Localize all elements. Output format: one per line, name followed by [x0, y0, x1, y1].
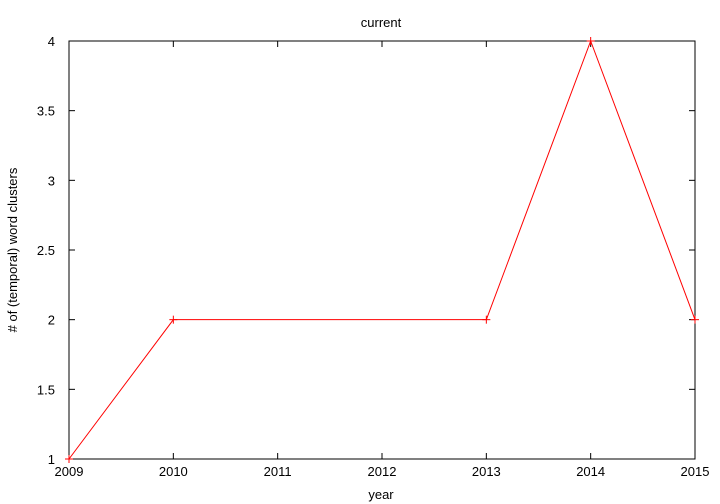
x-axis-ticks: [68, 41, 696, 459]
x-tick-label: 2009: [55, 464, 84, 479]
y-tick-label: 4: [48, 34, 55, 49]
y-tick-label: 1: [48, 452, 55, 467]
y-axis-tick-labels: 1 1.5 2 2.5 3 3.5 4: [37, 34, 55, 467]
x-tick-label: 2011: [264, 464, 292, 479]
data-point-marker: [482, 315, 491, 324]
y-tick-label: 3.5: [37, 104, 55, 119]
series-layer: [65, 37, 699, 463]
x-axis-title: year: [368, 487, 394, 502]
y-axis-ticks: [69, 40, 695, 460]
y-tick-label: 2.5: [37, 243, 55, 258]
x-tick-label: 2014: [576, 464, 605, 479]
plot-area-border: [68, 40, 696, 460]
chart-title: current: [361, 15, 402, 30]
y-tick-label: 2: [48, 313, 55, 328]
data-point-marker: [691, 315, 699, 324]
data-point-marker: [586, 37, 595, 45]
x-tick-label: 2015: [681, 464, 710, 479]
data-point-marker: [65, 455, 73, 463]
x-axis-tick-labels: 2009 2010 2011 2012 2013 2014 2015: [55, 464, 710, 479]
x-tick-label: 2012: [368, 464, 397, 479]
data-point-marker: [169, 315, 178, 324]
y-tick-label: 1.5: [37, 382, 55, 397]
x-tick-label: 2013: [472, 464, 501, 479]
y-axis-title: # of (temporal) word clusters: [5, 167, 20, 332]
y-tick-label: 3: [48, 173, 55, 188]
plot-frame: [68, 40, 696, 460]
x-tick-label: 2010: [159, 464, 188, 479]
series-line: [68, 39, 696, 460]
